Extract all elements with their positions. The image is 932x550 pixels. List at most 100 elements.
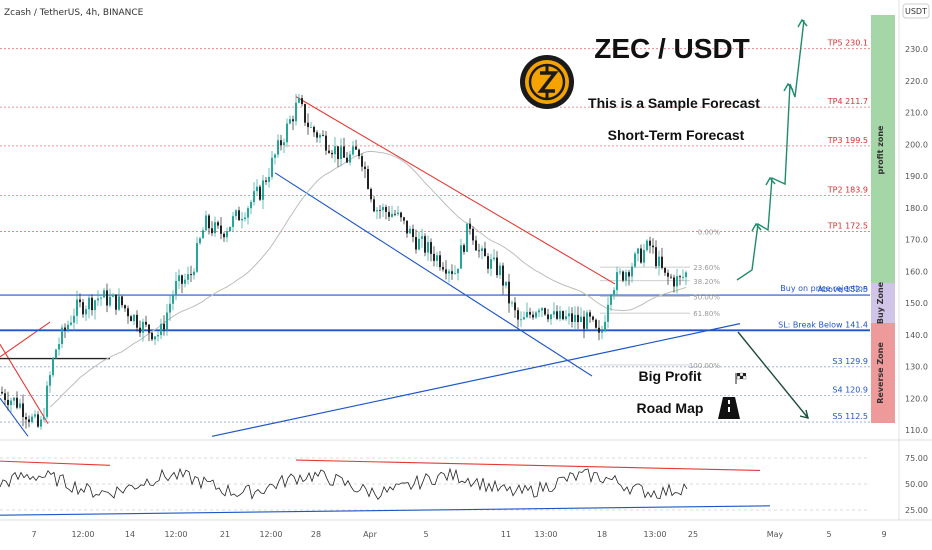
candle-body: [313, 126, 315, 133]
candle-body: [37, 414, 39, 427]
candle-body: [121, 296, 123, 306]
candle-body: [187, 274, 189, 280]
candle-body: [316, 132, 318, 138]
candle-body: [94, 300, 96, 311]
level-label: S3 129.9: [832, 357, 868, 366]
candle-body: [259, 186, 261, 200]
candle-body: [424, 236, 426, 253]
candle-body: [61, 327, 63, 345]
fib-label: 38.20%: [693, 278, 720, 286]
candle-body: [112, 294, 114, 297]
candle-body: [637, 248, 639, 254]
candle-body: [298, 98, 300, 103]
candle-body: [499, 265, 501, 276]
level-label: S5 112.5: [832, 412, 868, 421]
candle-body: [40, 419, 42, 427]
candle-body: [292, 119, 294, 122]
candle-body: [169, 303, 171, 313]
candle-body: [640, 248, 642, 263]
candle-body: [511, 302, 513, 304]
candle-body: [622, 271, 624, 281]
y-tick-label: 150.0: [905, 299, 928, 308]
candle-body: [586, 312, 588, 329]
candle-body: [184, 279, 186, 284]
candle-body: [250, 202, 252, 209]
candle-body: [307, 122, 309, 128]
candle-body: [628, 272, 630, 277]
candle-body: [163, 323, 165, 330]
forecast-arrowhead: [797, 18, 808, 28]
candle-body: [658, 256, 660, 267]
candle-body: [178, 275, 180, 282]
candle-body: [217, 222, 219, 226]
candle-body: [565, 316, 567, 320]
candle-body: [67, 324, 69, 331]
forecast-subtitle-2: Short-Term Forecast: [608, 127, 745, 143]
candle-body: [670, 276, 672, 278]
candle-body: [109, 296, 111, 306]
candle-body: [373, 199, 375, 212]
candle-body: [295, 102, 297, 122]
y-tick-label: 200.0: [905, 140, 928, 149]
candle-body: [541, 308, 543, 311]
candle-body: [241, 218, 243, 221]
candle-body: [229, 226, 231, 232]
candle-body: [4, 393, 6, 400]
candle-body: [604, 321, 606, 331]
level-label: TP5 230.1: [827, 39, 868, 48]
forecast-arrowhead: [751, 222, 762, 232]
candle-body: [280, 140, 282, 146]
candle-body: [130, 316, 132, 322]
candle-body: [475, 240, 477, 251]
fib-label: 50.00%: [693, 294, 720, 302]
candlestick-series: [1, 93, 687, 430]
y-tick-label: 220.0: [905, 77, 928, 86]
candle-body: [361, 156, 363, 167]
candle-body: [547, 314, 549, 320]
y-tick-label: 180.0: [905, 204, 928, 213]
candle-body: [454, 273, 456, 275]
candle-body: [682, 277, 684, 278]
y-tick-label: 230.0: [905, 45, 928, 54]
candle-body: [25, 416, 27, 420]
support-trendline-channel: [274, 172, 593, 377]
candle-body: [265, 180, 267, 182]
candle-body: [655, 247, 657, 267]
rsi-resistance-left: [0, 460, 111, 466]
candle-body: [196, 243, 198, 272]
candle-body: [190, 274, 192, 276]
candle-body: [676, 276, 678, 287]
candle-body: [208, 215, 210, 229]
zcash-logo-icon: [520, 55, 574, 109]
candle-body: [244, 217, 246, 219]
candle-body: [82, 302, 84, 315]
profit-zone: [871, 15, 895, 283]
candle-body: [343, 146, 345, 158]
y-tick-label: 190.0: [905, 172, 928, 181]
candle-body: [529, 311, 531, 315]
x-tick-label: 7: [31, 530, 36, 539]
candle-body: [520, 319, 522, 321]
x-tick-label: 12:00: [164, 530, 187, 539]
currency-badge-box[interactable]: [902, 3, 930, 19]
candle-body: [436, 255, 438, 261]
candle-body: [7, 399, 9, 406]
candle-body: [22, 403, 24, 417]
candle-body: [154, 336, 156, 340]
candle-body: [406, 220, 408, 234]
candle-body: [652, 245, 654, 248]
reverse-zone: [871, 323, 895, 423]
candle-body: [535, 312, 537, 318]
candle-body: [322, 134, 324, 136]
candle-body: [232, 216, 234, 227]
y-tick-label: 140.0: [905, 331, 928, 340]
candle-body: [58, 344, 60, 350]
buy-zone: [871, 283, 895, 323]
candle-body: [19, 403, 21, 408]
candle-body: [202, 230, 204, 239]
candle-body: [505, 281, 507, 286]
candle-body: [85, 309, 87, 315]
level-label: TP4 211.7: [827, 97, 868, 106]
candle-body: [106, 290, 108, 306]
candle-body: [319, 134, 321, 138]
